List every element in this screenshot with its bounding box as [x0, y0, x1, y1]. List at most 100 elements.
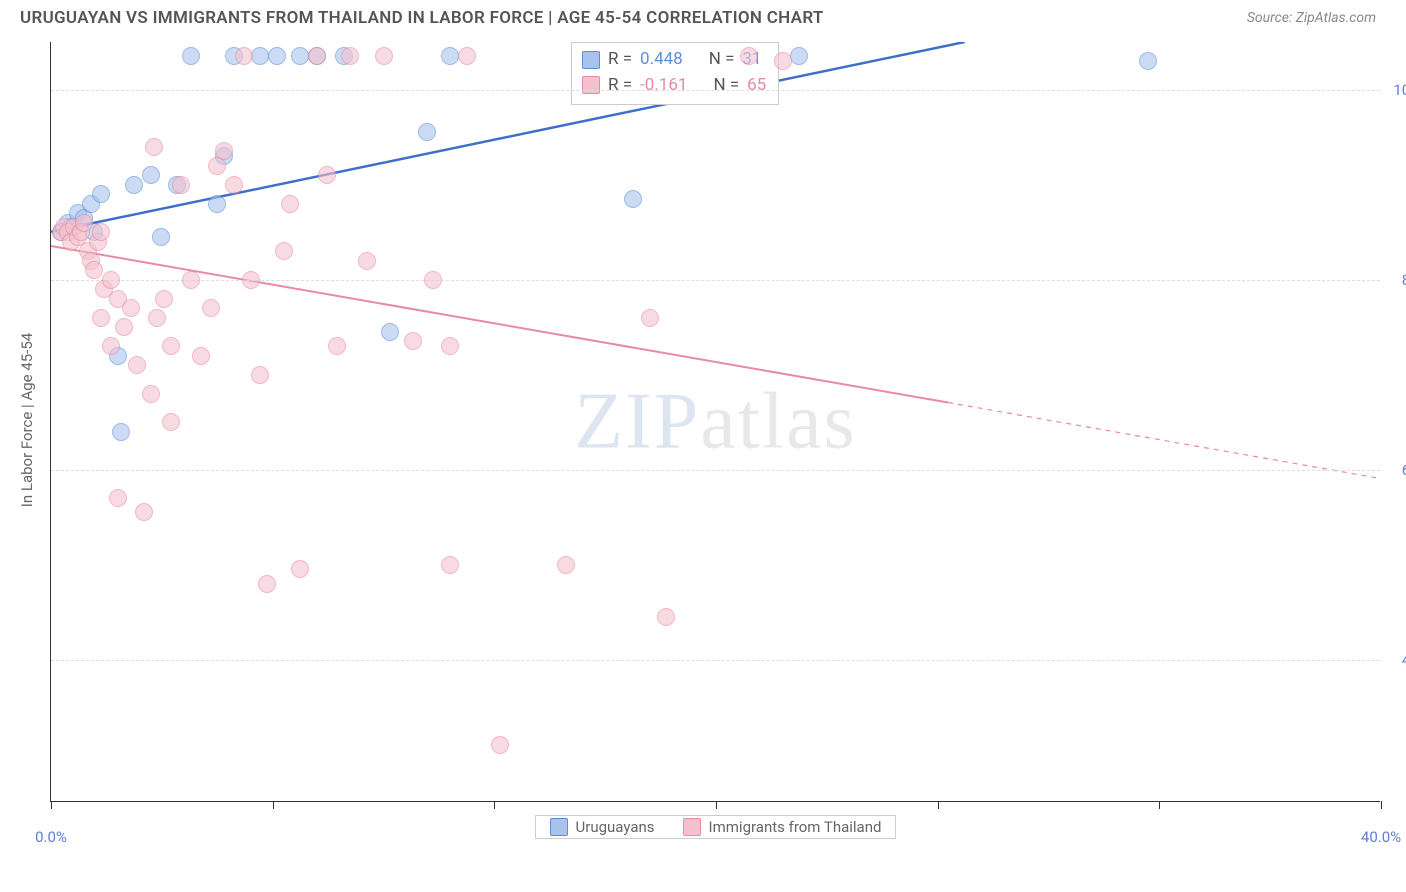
data-point: [341, 47, 359, 65]
data-point: [381, 323, 399, 341]
chart-plot-area: ZIPatlas R = 0.448 N = 31 R = -0.161 N =…: [50, 42, 1380, 802]
data-point: [115, 318, 133, 336]
x-tick: [1159, 801, 1160, 809]
data-point: [441, 337, 459, 355]
data-point: [125, 176, 143, 194]
data-point: [172, 176, 190, 194]
data-point: [358, 252, 376, 270]
data-point: [112, 423, 130, 441]
data-point: [162, 413, 180, 431]
data-point: [148, 309, 166, 327]
data-point: [557, 556, 575, 574]
data-point: [235, 47, 253, 65]
x-tick: [51, 801, 52, 809]
data-point: [182, 271, 200, 289]
data-point: [192, 347, 210, 365]
data-point: [404, 332, 422, 350]
data-point: [441, 556, 459, 574]
legend-row-blue: R = 0.448 N = 31: [582, 47, 766, 73]
x-tick-label: 40.0%: [1361, 828, 1401, 846]
swatch-blue: [550, 818, 568, 836]
y-tick-label: 100.0%: [1387, 81, 1406, 99]
data-point: [275, 242, 293, 260]
data-point: [92, 309, 110, 327]
data-point: [242, 271, 260, 289]
watermark-atlas: atlas: [700, 377, 857, 465]
trend-lines: [51, 42, 1380, 801]
data-point: [328, 337, 346, 355]
data-point: [657, 608, 675, 626]
data-point: [375, 47, 393, 65]
data-point: [122, 299, 140, 317]
data-point: [268, 47, 286, 65]
y-tick-label: 40.0%: [1387, 651, 1406, 669]
data-point: [774, 52, 792, 70]
data-point: [424, 271, 442, 289]
swatch-pink: [683, 818, 701, 836]
data-point: [458, 47, 476, 65]
swatch-pink: [582, 76, 600, 94]
data-point: [441, 47, 459, 65]
data-point: [145, 138, 163, 156]
legend-item-uruguayans: Uruguayans: [550, 818, 655, 836]
r-label: R =: [608, 73, 632, 99]
x-tick: [494, 801, 495, 809]
x-tick: [1381, 801, 1382, 809]
r-value-pink: -0.161: [640, 73, 687, 99]
data-point: [740, 47, 758, 65]
watermark: ZIPatlas: [574, 376, 857, 467]
gridline: [51, 660, 1380, 661]
legend-label-pink: Immigrants from Thailand: [709, 818, 882, 836]
gridline: [51, 470, 1380, 471]
gridline: [51, 90, 1380, 91]
data-point: [624, 190, 642, 208]
x-tick-label: 0.0%: [35, 828, 67, 846]
data-point: [281, 195, 299, 213]
legend-item-thailand: Immigrants from Thailand: [683, 818, 882, 836]
data-point: [251, 47, 269, 65]
data-point: [641, 309, 659, 327]
y-tick-label: 80.0%: [1387, 271, 1406, 289]
trend-line-extrapolated: [948, 403, 1380, 479]
data-point: [291, 47, 309, 65]
data-point: [202, 299, 220, 317]
data-point: [162, 337, 180, 355]
data-point: [1139, 52, 1157, 70]
x-tick: [716, 801, 717, 809]
y-axis-label: In Labor Force | Age 45-54: [18, 333, 36, 507]
trend-line: [51, 246, 948, 403]
data-point: [75, 214, 93, 232]
n-value-pink: 65: [747, 73, 766, 99]
data-point: [790, 47, 808, 65]
data-point: [182, 47, 200, 65]
data-point: [102, 271, 120, 289]
data-point: [308, 47, 326, 65]
data-point: [102, 337, 120, 355]
data-point: [258, 575, 276, 593]
legend-label-blue: Uruguayans: [576, 818, 655, 836]
data-point: [152, 228, 170, 246]
data-point: [491, 736, 509, 754]
data-point: [155, 290, 173, 308]
r-label: R =: [608, 47, 632, 73]
chart-title: URUGUAYAN VS IMMIGRANTS FROM THAILAND IN…: [20, 8, 824, 28]
data-point: [92, 185, 110, 203]
watermark-zip: ZIP: [574, 377, 700, 465]
r-value-blue: 0.448: [640, 47, 683, 73]
data-point: [215, 142, 233, 160]
data-point: [418, 123, 436, 141]
trend-line: [51, 42, 965, 232]
data-point: [135, 503, 153, 521]
data-point: [85, 261, 103, 279]
source-label: Source: ZipAtlas.com: [1247, 10, 1376, 26]
series-legend: Uruguayans Immigrants from Thailand: [535, 815, 897, 839]
data-point: [291, 560, 309, 578]
data-point: [109, 489, 127, 507]
legend-row-pink: R = -0.161 N = 65: [582, 73, 766, 99]
data-point: [208, 195, 226, 213]
n-label: N =: [713, 73, 739, 99]
data-point: [251, 366, 269, 384]
data-point: [142, 385, 160, 403]
swatch-blue: [582, 51, 600, 69]
data-point: [128, 356, 146, 374]
